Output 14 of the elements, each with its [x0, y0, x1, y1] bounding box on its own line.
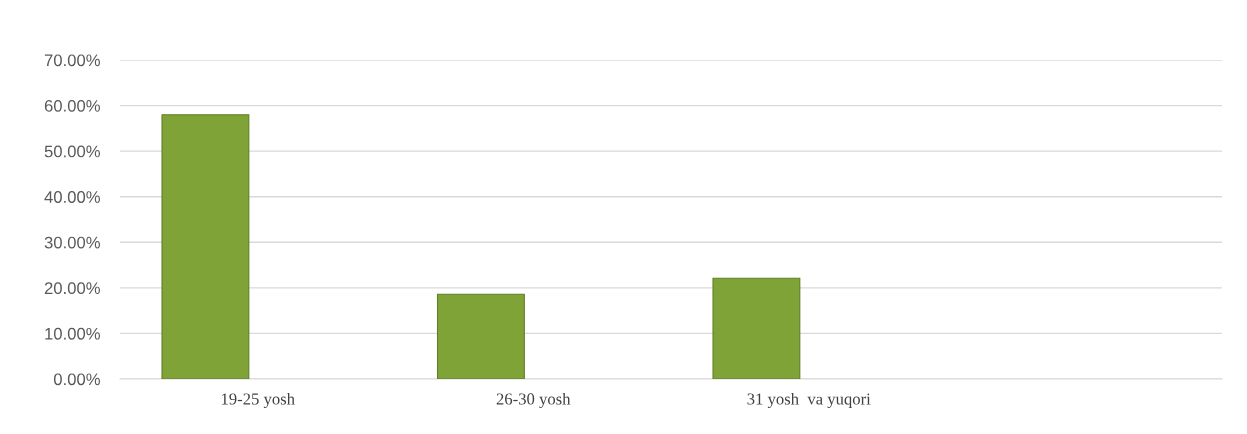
bar [712, 277, 801, 379]
bar [161, 114, 250, 379]
y-tick-label: 0.00% [53, 373, 100, 386]
y-tick-label: 50.00% [44, 145, 100, 158]
y-tick-label: 70.00% [44, 54, 100, 67]
x-tick-label: 19-25 yosh [221, 392, 295, 409]
y-tick-label: 40.00% [44, 191, 100, 203]
y-tick-label: 20.00% [44, 282, 100, 295]
bar [436, 293, 525, 379]
x-tick-label: 26-30 yosh [496, 392, 571, 409]
x-tick-label: 31 yosh va yuqori [747, 392, 871, 409]
y-tick-label: 60.00% [44, 99, 100, 112]
y-tick-label: 10.00% [45, 327, 100, 340]
y-tick-label: 30.00% [44, 236, 100, 249]
